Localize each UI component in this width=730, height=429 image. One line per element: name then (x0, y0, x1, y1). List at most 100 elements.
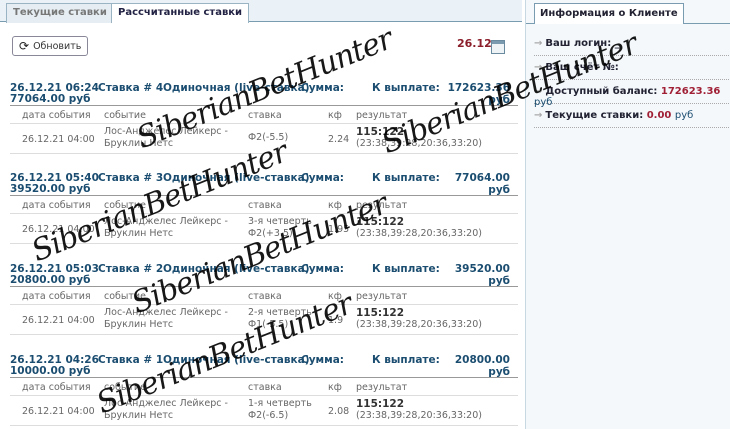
balance-value: 172623.36 (660, 86, 721, 97)
col-bet: ставка (248, 200, 282, 211)
balance-currency: руб (534, 97, 553, 108)
tab-client-info[interactable]: Информация о Клиенте (534, 3, 684, 24)
arrow-icon: → (534, 110, 543, 121)
result: 115:122 (23:38,39:28,20:36,33:20) (356, 398, 482, 422)
col-date: дата события (22, 200, 91, 211)
table-row: 26.12.21 04:00 Лос-Анджелес Лейкерс - Бр… (10, 305, 518, 335)
arrow-icon: → (534, 38, 543, 49)
columns-header: дата события событие ставка кф результат (10, 196, 518, 214)
bet-sum: 20800.00 руб (10, 274, 91, 286)
col-event: событие (104, 382, 146, 393)
calendar-icon[interactable] (491, 40, 505, 54)
login-value: _ (614, 38, 620, 49)
bet-block: 26.12.21 05:40 Ставка # 3 Одиночная (liv… (10, 172, 518, 244)
stake-period: 1-я четверть (248, 398, 312, 409)
event-name: Лос-Анджелес Лейкерс - Бруклин Нетс (104, 398, 228, 421)
col-bet: ставка (248, 382, 282, 393)
login-row: → Ваш логин: _ (534, 32, 729, 56)
event-date: 26.12.21 04:00 (22, 315, 95, 326)
quarter-scores: (23:38,39:28,20:36,33:20) (356, 410, 482, 421)
bet-datetime: 26.12.21 05:40 (10, 172, 99, 184)
col-event: событие (104, 291, 146, 302)
stake-market: Ф2(-6.5) (248, 410, 289, 421)
columns-header: дата события событие ставка кф результат (10, 106, 518, 124)
quarter-scores: (23:38,39:28,20:36,33:20) (356, 319, 482, 330)
bet-header: 26.12.21 05:03 Ставка # 2 Одиночная (liv… (10, 263, 518, 287)
stake-period: 2-я четверть (248, 307, 312, 318)
arrow-icon: → (534, 86, 543, 97)
tab-bar: Текущие ставки Рассчитанные ставки (0, 0, 522, 23)
col-date: дата события (22, 291, 91, 302)
stake-period: 3-я четверть (248, 216, 312, 227)
col-kf: кф (328, 291, 342, 302)
col-result: результат (356, 110, 408, 121)
event-name: Лос-Анджелес Лейкерс - Бруклин Нетс (104, 126, 228, 149)
result: 115:122 (23:38,39:28,20:36,33:20) (356, 126, 482, 150)
event-date: 26.12.21 04:00 (22, 224, 95, 235)
bet-sum: 77064.00 руб (10, 93, 91, 105)
current-bets-row: → Текущие ставки: 0.00 руб (534, 104, 729, 128)
col-result: результат (356, 200, 408, 211)
balance-label: Доступный баланс: (545, 86, 658, 97)
col-kf: кф (328, 110, 342, 121)
sum-label: Сумма: (301, 82, 344, 94)
stake-market: Ф2(+3.5) (248, 228, 293, 239)
account-row: → Ваш счёт №: (534, 56, 729, 80)
payout-value: 20800.00 руб (454, 354, 510, 378)
sum-label: Сумма: (301, 172, 344, 184)
table-row: 26.12.21 04:00 Лос-Анджелес Лейкерс - Бр… (10, 396, 518, 426)
bet-sum: 39520.00 руб (10, 183, 91, 195)
col-kf: кф (328, 382, 342, 393)
stake-market: Ф2(-5.5) (248, 132, 289, 143)
table-row: 26.12.21 04:00 Лос-Анджелес Лейкерс - Бр… (10, 124, 518, 154)
final-score: 115:122 (356, 398, 405, 410)
payout-label: К выплате: (372, 354, 440, 366)
account-label: Ваш счёт №: (545, 62, 619, 73)
bet-header: 26.12.21 06:24 Ставка # 4 Одиночная (liv… (10, 82, 518, 106)
client-info-panel: Информация о Клиенте → Ваш логин: _ → Ваш … (525, 0, 730, 429)
tab-settled-bets[interactable]: Рассчитанные ставки (111, 3, 250, 23)
final-score: 115:122 (356, 126, 405, 138)
col-result: результат (356, 382, 408, 393)
tab-current-bets[interactable]: Текущие ставки (6, 3, 114, 23)
settled-bets-panel: Текущие ставки Рассчитанные ставки ⟳ Обн… (0, 0, 522, 426)
bet-block: 26.12.21 06:24 Ставка # 4 Одиночная (liv… (10, 82, 518, 154)
balance-row: → Доступный баланс: 172623.36 руб (534, 80, 729, 108)
final-score: 115:122 (356, 216, 405, 228)
refresh-button[interactable]: ⟳ Обновить (12, 36, 89, 56)
payout-value: 39520.00 руб (454, 263, 510, 287)
bet-type: Одиночная (live-ставка) (163, 172, 310, 184)
event-name: Лос-Анджелес Лейкерс - Бруклин Нетс (104, 216, 228, 239)
col-event: событие (104, 200, 146, 211)
bet-datetime: 26.12.21 06:24 (10, 82, 99, 94)
bet-number: Ставка # 4 (98, 82, 164, 94)
bet-number: Ставка # 3 (98, 172, 164, 184)
date-filter[interactable]: 26.12 (457, 37, 492, 50)
quarter-scores: (23:38,39:28,20:36,33:20) (356, 228, 482, 239)
col-kf: кф (328, 200, 342, 211)
result: 115:122 (23:38,39:28,20:36,33:20) (356, 216, 482, 240)
event-date: 26.12.21 04:00 (22, 406, 95, 417)
payout-label: К выплате: (372, 172, 440, 184)
stake: 1-я четверть Ф2(-6.5) (248, 398, 312, 422)
bet-datetime: 26.12.21 04:26 (10, 354, 99, 366)
bet-sum: 10000.00 руб (10, 365, 91, 377)
bet-number: Ставка # 2 (98, 263, 164, 275)
col-bet: ставка (248, 291, 282, 302)
table-row: 26.12.21 04:00 Лос-Анджелес Лейкерс - Бр… (10, 214, 518, 244)
col-result: результат (356, 291, 408, 302)
quarter-scores: (23:38,39:28,20:36,33:20) (356, 138, 482, 149)
col-event: событие (104, 110, 146, 121)
odds: 1.9 (328, 315, 344, 326)
bet-block: 26.12.21 05:03 Ставка # 2 Одиночная (liv… (10, 263, 518, 335)
bet-block: 26.12.21 04:26 Ставка # 1 Одиночная (liv… (10, 354, 518, 426)
bet-type: Одиночная (live-ставка) (163, 354, 310, 366)
bet-number: Ставка # 1 (98, 354, 164, 366)
bet-type: Одиночная (live-ставка) (163, 82, 310, 94)
bet-type: Одиночная (live-ставка) (163, 263, 310, 275)
current-currency: руб (674, 110, 694, 121)
refresh-icon: ⟳ (19, 39, 30, 53)
stake: Ф2(-5.5) (248, 126, 288, 144)
result: 115:122 (23:38,39:28,20:36,33:20) (356, 307, 482, 331)
payout-label: К выплате: (372, 82, 440, 94)
